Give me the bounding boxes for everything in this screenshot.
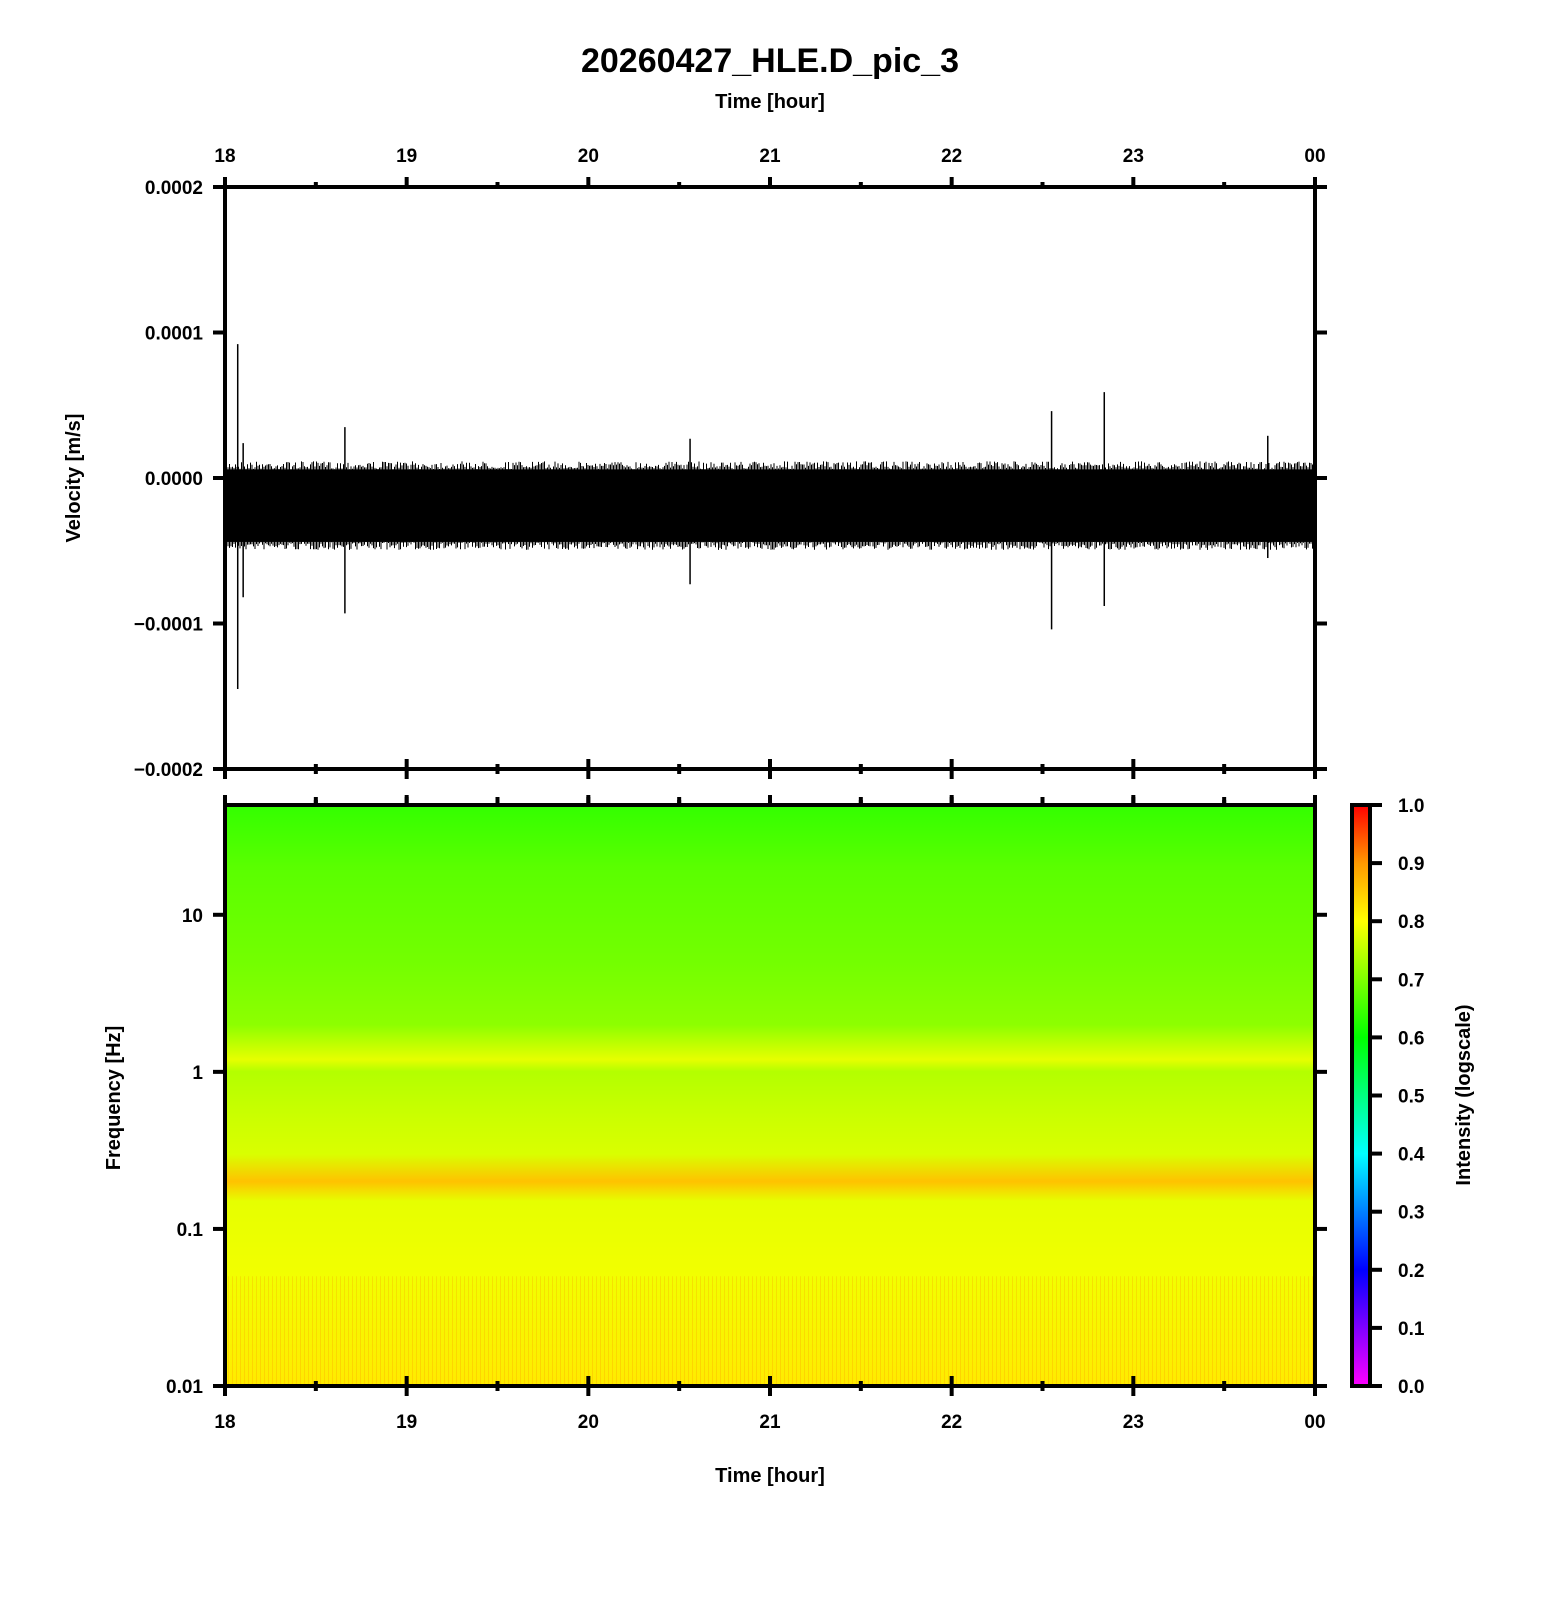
colorbar-tick-label: 0.3 [1398,1203,1424,1224]
colorbar-gradient [1350,803,1372,1388]
bottom-x-tick-label: 18 [214,1412,235,1433]
velocity-axis-label: Velocity [m/s] [63,414,85,543]
colorbar-tick-label: 0.5 [1398,1087,1425,1108]
top-x-tick-label: 23 [1123,146,1144,167]
colorbar-tick-label: 1.0 [1398,796,1424,817]
top-x-axis-label: Time [hour] [715,91,825,113]
frequency-tick-label: 1 [192,1063,203,1084]
bottom-x-tick-label: 23 [1123,1412,1144,1433]
top-x-tick-label: 18 [214,146,235,167]
colorbar-tick-label: 0.4 [1398,1145,1425,1166]
velocity-tick-label: 0.0002 [145,178,203,199]
colorbar-tick-label: 0.1 [1398,1319,1425,1340]
bottom-x-tick-label: 00 [1304,1412,1325,1433]
velocity-tick-label: 0.0000 [145,469,203,490]
bottom-x-tick-label: 19 [396,1412,417,1433]
spectrogram-panel [225,805,1315,1386]
top-x-tick-label: 19 [396,146,417,167]
spectrogram-texture [225,1276,1315,1386]
bottom-x-tick-label: 21 [759,1412,781,1433]
frequency-tick-label: 10 [182,906,203,927]
frequency-axis-label: Frequency [Hz] [103,1026,125,1170]
bottom-x-tick-label: 22 [941,1412,962,1433]
frequency-tick-label: 0.01 [166,1377,203,1398]
frequency-tick-label: 0.1 [177,1220,204,1241]
colorbar-tick-label: 0.2 [1398,1261,1424,1282]
colorbar-tick-label: 0.9 [1398,854,1424,875]
bottom-x-axis-label: Time [hour] [715,1465,825,1487]
top-x-tick-label: 20 [578,146,599,167]
colorbar-tick-label: 0.0 [1398,1377,1424,1398]
top-x-tick-label: 00 [1304,146,1325,167]
waveform-panel [224,344,1315,689]
axes: 18 18 19 19 20 20 21 21 22 22 23 23 00 00 0.0002 0.0001… [134,146,1327,1433]
top-x-tick-label: 21 [759,146,781,167]
colorbar-tick-label: 0.6 [1398,1028,1424,1049]
top-x-tick-label: 22 [941,146,962,167]
noise-trace [224,461,1315,550]
colorbar: 0.0 0.1 0.2 0.3 0.4 0.5 0.6 0.7 0.8 0.9 1.0 [1350,796,1425,1398]
colorbar-label: Intensity (logscale) [1453,1004,1475,1185]
velocity-tick-label: −0.0002 [134,760,203,781]
velocity-tick-label: −0.0001 [134,615,204,636]
colorbar-tick-label: 0.7 [1398,970,1424,991]
chart-title: 20260427_HLE.D_pic_3 [581,42,959,80]
bottom-x-tick-label: 20 [578,1412,599,1433]
colorbar-tick-label: 0.8 [1398,912,1424,933]
velocity-tick-label: 0.0001 [145,324,204,345]
